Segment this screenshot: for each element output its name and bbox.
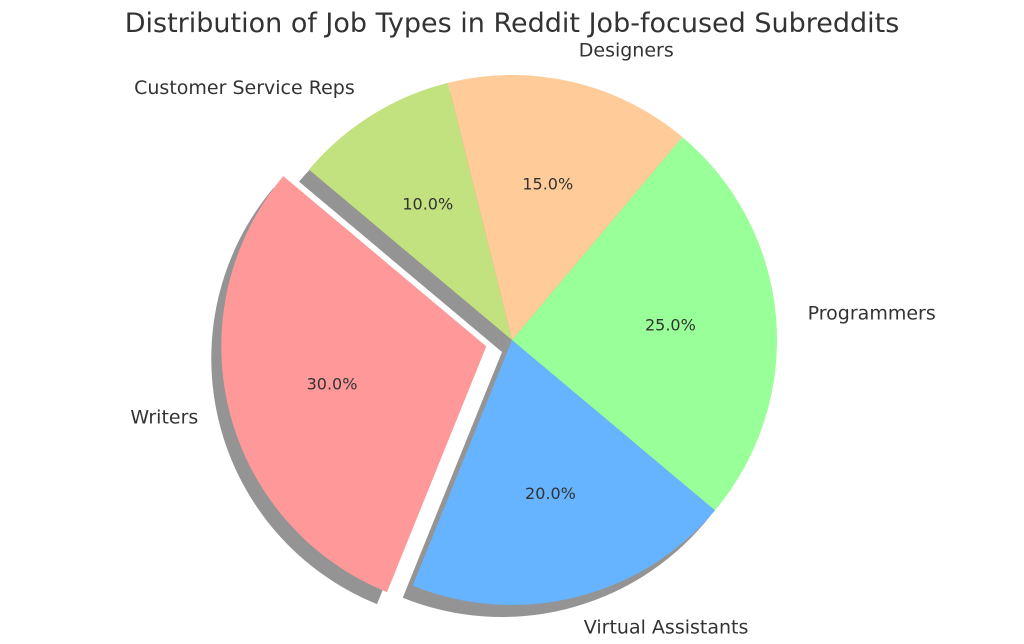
slice-label-writers: Writers [130, 407, 198, 429]
slice-label-virtual-assistants: Virtual Assistants [584, 616, 749, 638]
slice-label-programmers: Programmers [808, 303, 936, 325]
slice-label-customer-service-reps: Customer Service Reps [134, 77, 355, 99]
slice-value-writers: 30.0% [307, 374, 358, 393]
slice-value-designers: 15.0% [522, 175, 573, 194]
slice-value-programmers: 25.0% [645, 316, 696, 335]
slice-value-virtual-assistants: 20.0% [525, 484, 576, 503]
slice-label-designers: Designers [579, 39, 674, 61]
slice-value-customer-service-reps: 10.0% [402, 195, 453, 214]
chart-title: Distribution of Job Types in Reddit Job-… [125, 8, 900, 39]
